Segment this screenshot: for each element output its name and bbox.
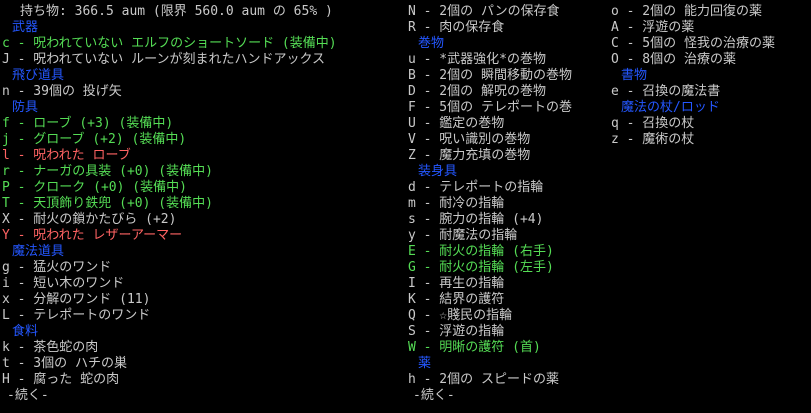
inventory-item[interactable]: g - 猛火のワンド [2, 260, 112, 275]
inventory-item-equipped[interactable]: W - 明晰の護符 (首) [408, 340, 541, 355]
inventory-item-equipped[interactable]: G - 耐火の指輪 (左手) [408, 260, 554, 275]
inventory-item-equipped[interactable]: f - ローブ (+3) (装備中) [2, 116, 174, 131]
inventory-item[interactable]: O - 8個の 治療の薬 [611, 52, 736, 67]
inventory-item[interactable]: B - 2個の 瞬間移動の巻物 [408, 68, 572, 83]
inventory-item[interactable]: i - 短い木のワンド [2, 276, 125, 291]
inventory-column-right: o - 2個の 能力回復の薬 A - 浮遊の薬 C - 5個の 怪我の治療の薬 O -… [611, 4, 811, 148]
inventory-item-equipped[interactable]: E - 耐火の指輪 (右手) [408, 244, 554, 259]
inventory-item-equipped[interactable]: T - 天頂飾り鉄兜 (+0) (装備中) [2, 196, 213, 211]
inventory-item[interactable]: x - 分解のワンド (11) [2, 292, 151, 307]
inventory-item[interactable]: D - 2個の 解呪の巻物 [408, 84, 546, 99]
inventory-item-cursed[interactable]: Y - 呪われた レザーアーマー [2, 228, 183, 243]
inventory-item[interactable]: d - テレポートの指輪 [408, 180, 544, 195]
inventory-item[interactable]: m - 耐冷の指輪 [408, 196, 505, 211]
inventory-item-equipped[interactable]: P - クローク (+0) (装備中) [2, 180, 187, 195]
inventory-item[interactable]: J - 呪われていない ルーンが刻まれたハンドアックス [2, 52, 326, 67]
inventory-item[interactable]: N - 2個の パンの保存食 [408, 4, 560, 19]
category-header: 薬 [418, 356, 432, 371]
category-header: 書物 [621, 68, 648, 83]
category-header: 装身具 [418, 164, 458, 179]
inventory-item[interactable]: t - 3個の ハチの巣 [2, 356, 127, 371]
category-header: 武器 [12, 20, 39, 35]
inventory-item[interactable]: R - 肉の保存食 [408, 20, 505, 35]
more-indicator: -続く- [413, 388, 455, 403]
inventory-item-cursed[interactable]: l - 呪われた ローブ [2, 148, 131, 163]
inventory-item[interactable]: n - 39個の 投げ矢 [2, 84, 122, 99]
inventory-item[interactable]: X - 耐火の鎖かたびら (+2) [2, 212, 177, 227]
inventory-item[interactable]: u - *武器強化*の巻物 [408, 52, 546, 67]
category-header: 魔法道具 [12, 244, 65, 259]
inventory-item[interactable]: S - 浮遊の指輪 [408, 324, 505, 339]
inventory-item[interactable]: V - 呪い識別の巻物 [408, 132, 531, 147]
inventory-item[interactable]: o - 2個の 能力回復の薬 [611, 4, 762, 19]
inventory-item[interactable]: q - 召換の杖 [611, 116, 695, 131]
category-header: 巻物 [418, 36, 445, 51]
inventory-item[interactable]: e - 召換の魔法書 [611, 84, 721, 99]
category-header: 防具 [12, 100, 39, 115]
inventory-item[interactable]: U - 鑑定の巻物 [408, 116, 505, 131]
inventory-item[interactable]: z - 魔術の杖 [611, 132, 695, 147]
category-header: 飛び道具 [12, 68, 65, 83]
inventory-item-equipped[interactable]: j - グローブ (+2) (装備中) [2, 132, 187, 147]
inventory-item[interactable]: C - 5個の 怪我の治療の薬 [611, 36, 775, 51]
inventory-item[interactable]: H - 腐った 蛇の肉 [2, 372, 120, 387]
inventory-weight-title: 持ち物: 366.5 aum (限界 560.0 aum の 65% ) [20, 4, 333, 19]
inventory-item-equipped[interactable]: c - 呪われていない エルフのショートソード (装備中) [2, 36, 337, 51]
inventory-item[interactable]: y - 耐魔法の指輪 [408, 228, 518, 243]
inventory-item[interactable]: A - 浮遊の薬 [611, 20, 695, 35]
inventory-item[interactable]: k - 茶色蛇の肉 [2, 340, 99, 355]
inventory-item[interactable]: F - 5個の テレポートの巻 [408, 100, 572, 115]
inventory-item[interactable]: h - 2個の スピードの薬 [408, 372, 559, 387]
inventory-column-middle: N - 2個の パンの保存食 R - 肉の保存食 巻物 u - *武器強化*の巻物 B … [408, 4, 610, 404]
more-indicator: -続く- [7, 388, 49, 403]
inventory-item[interactable]: s - 腕力の指輪 (+4) [408, 212, 544, 227]
category-header: 食料 [12, 324, 39, 339]
inventory-item[interactable]: K - 結界の護符 [408, 292, 505, 307]
inventory-item[interactable]: I - 再生の指輪 [408, 276, 505, 291]
inventory-item[interactable]: L - テレポートのワンド [2, 308, 151, 323]
inventory-item[interactable]: Z - 魔力充填の巻物 [408, 148, 531, 163]
inventory-item-equipped[interactable]: r - ナーガの具装 (+0) (装備中) [2, 164, 213, 179]
inventory-column-left: 持ち物: 366.5 aum (限界 560.0 aum の 65% ) 武器 c … [2, 4, 406, 404]
category-header: 魔法の杖/ロッド [621, 100, 720, 115]
inventory-item[interactable]: Q - ☆賤民の指輪 [408, 308, 513, 323]
